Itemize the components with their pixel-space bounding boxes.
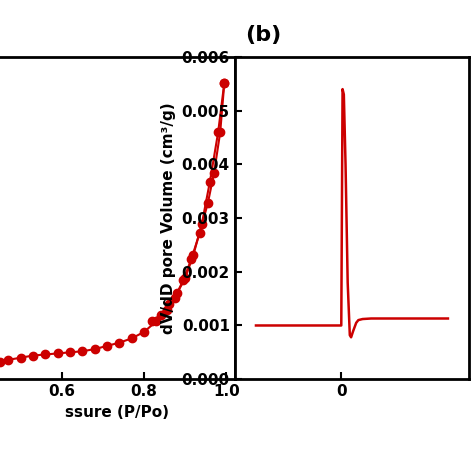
- Y-axis label: dV/dD pore Volume (cm³/g): dV/dD pore Volume (cm³/g): [161, 102, 176, 334]
- X-axis label: ssure (P/Po): ssure (P/Po): [65, 405, 169, 419]
- Text: (b): (b): [245, 25, 281, 45]
